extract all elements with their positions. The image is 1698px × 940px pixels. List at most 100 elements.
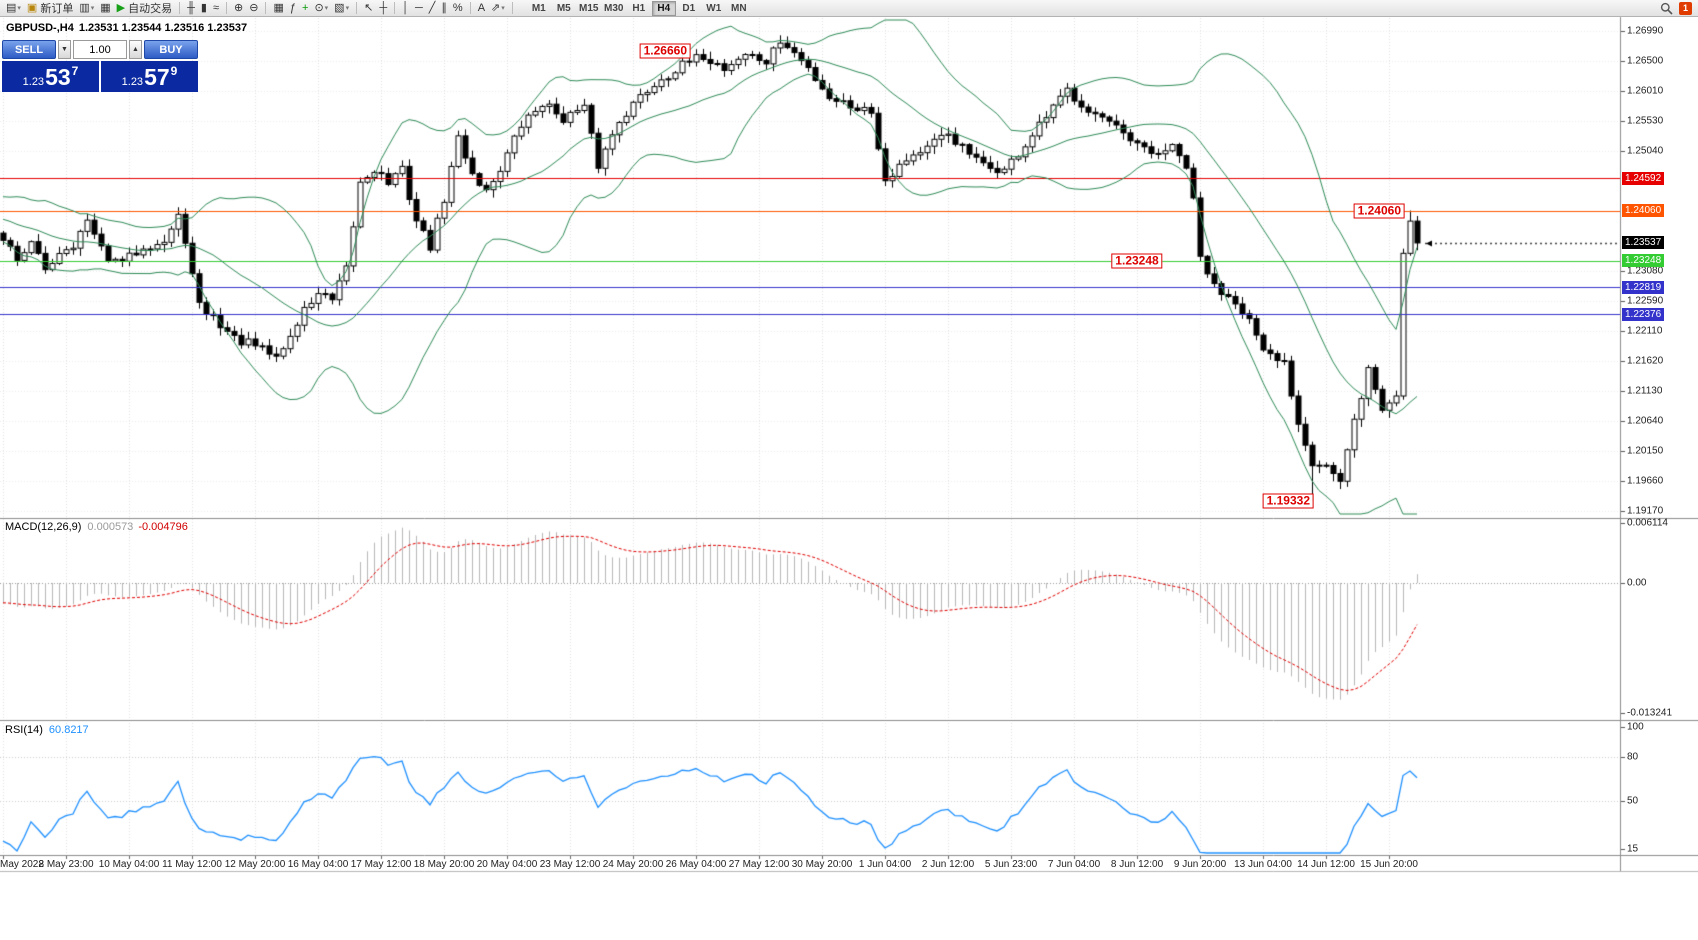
text-label-icon: A: [477, 1, 486, 14]
toolbar-icon-group: ▤ ▾ ▣ 新订单 ▥ ▾ ▦ ▶ 自动交易 ╫ ▮ ≈ ⊕ ⊖ ▦ ƒ + ⊙ ▾ ▧ ▾ ↖ ┼ │ ─ ╱ ∥% A ⇗ ▾: [3, 1, 517, 16]
spin-up-icon: ▲: [132, 46, 139, 53]
toolbar-separator: [511, 2, 513, 14]
arrow-objects-icon: ⇗: [491, 1, 501, 14]
autotrading-button: ▶: [116, 1, 126, 14]
new-order-button[interactable]: ▣ 新订单: [25, 1, 75, 16]
add-indicator-icon: +: [302, 1, 309, 14]
bars-chart-type-icon: ╫: [187, 1, 195, 14]
trendline-icon: ╱: [428, 1, 436, 14]
channel-icon[interactable]: ∥: [439, 1, 449, 16]
new-order-button-label: 新订单: [40, 3, 74, 15]
macd-main-value: 0.000573: [87, 521, 134, 533]
zoom-in-icon: ⊕: [234, 1, 244, 14]
charts-cascade-icon[interactable]: ▦: [98, 1, 112, 16]
rsi-indicator-label: RSI(14) 60.8217: [5, 724, 89, 736]
buy-price-pip-digit: 9: [170, 64, 178, 78]
buy-price-prefix: 1.23: [121, 76, 144, 88]
text-label-icon[interactable]: A: [476, 1, 487, 16]
charts-cascade-icon: ▦: [100, 1, 111, 14]
tile-windows-icon: ▦: [273, 1, 284, 14]
chevron-down-icon: ▾: [501, 5, 505, 12]
indicators-icon[interactable]: ƒ: [288, 1, 298, 16]
buy-price-display: 1.23 57 9: [101, 61, 198, 92]
timeframe-button-d1[interactable]: D1: [682, 2, 696, 14]
period-icon: ⊙: [314, 1, 324, 14]
sell-button[interactable]: SELL: [2, 40, 56, 59]
new-chart-icon[interactable]: ▤ ▾: [4, 1, 23, 16]
timeframe-button-m30[interactable]: M30: [604, 2, 624, 14]
volume-increase-button[interactable]: ▲: [129, 40, 142, 59]
crosshair-icon[interactable]: ┼: [377, 1, 389, 16]
autotrading-button-label: 自动交易: [128, 3, 173, 15]
buy-price-big-digits: 57: [144, 64, 170, 90]
toolbar-separator: [394, 2, 396, 14]
main-toolbar: ▤ ▾ ▣ 新订单 ▥ ▾ ▦ ▶ 自动交易 ╫ ▮ ≈ ⊕ ⊖ ▦ ƒ + ⊙ ▾ ▧ ▾ ↖ ┼ │ ─ ╱ ∥% A ⇗ ▾ M1 M…: [0, 0, 1698, 17]
sell-price-big-digits: 53: [45, 64, 71, 90]
line-chart-type-icon[interactable]: ≈: [211, 1, 221, 16]
alert-icon[interactable]: 1: [1679, 1, 1692, 15]
horizontal-line-icon[interactable]: ─: [413, 1, 425, 16]
channel-icon: ∥: [441, 1, 447, 14]
sell-price-pip-digit: 7: [71, 64, 79, 78]
vertical-line-icon: │: [402, 1, 409, 14]
macd-signal-value: -0.004796: [138, 521, 188, 533]
toolbar-separator: [356, 2, 358, 14]
toolbar-separator: [179, 2, 181, 14]
add-indicator-icon[interactable]: +: [300, 1, 310, 16]
autotrading-button[interactable]: ▶ 自动交易: [115, 1, 174, 16]
timeframe-button-h1[interactable]: H1: [632, 2, 646, 14]
toolbar-separator: [226, 2, 228, 14]
zoom-out-icon[interactable]: ⊖: [247, 1, 260, 16]
timeframe-button-w1[interactable]: W1: [706, 2, 722, 14]
profiles-icon: ▥: [79, 1, 90, 14]
period-icon[interactable]: ⊙ ▾: [312, 1, 330, 16]
cursor-icon: ↖: [364, 1, 374, 14]
zoom-in-icon[interactable]: ⊕: [232, 1, 245, 16]
tile-windows-icon[interactable]: ▦: [271, 1, 285, 16]
new-order-button: ▣: [26, 1, 38, 14]
crosshair-icon: ┼: [379, 1, 388, 14]
new-chart-icon: ▤: [6, 1, 17, 14]
timeframe-button-h4[interactable]: H4: [651, 0, 676, 16]
chart-symbol-title: GBPUSD-,H4 1.23531 1.23544 1.23516 1.2353…: [6, 22, 252, 34]
volume-input[interactable]: [73, 40, 127, 59]
ohlc-values: 1.23531 1.23544 1.23516 1.23537: [78, 22, 248, 34]
timeframe-button-m15[interactable]: M15: [579, 2, 599, 14]
cursor-icon[interactable]: ↖: [362, 1, 375, 16]
vertical-line-icon[interactable]: │: [400, 1, 411, 16]
sell-price-display: 1.23 53 7: [2, 61, 99, 92]
timeframe-button-group: M1 M5 M15 M30 H1 H4 D1 W1 MN: [527, 0, 752, 16]
search-icon[interactable]: [1660, 2, 1673, 15]
macd-indicator-label: MACD(12,26,9) 0.000573 -0.004796: [5, 521, 188, 533]
arrow-objects-icon[interactable]: ⇗ ▾: [489, 1, 507, 16]
rsi-title: RSI(14): [5, 724, 43, 736]
symbol-period-label: GBPUSD-,H4: [6, 22, 74, 34]
timeframe-button-m1[interactable]: M1: [531, 2, 546, 14]
chevron-down-icon: ▾: [324, 5, 329, 12]
templates-icon[interactable]: ▧ ▾: [332, 1, 351, 16]
zoom-out-icon: ⊖: [249, 1, 259, 14]
fibonacci-icon: %: [452, 1, 463, 14]
one-click-trading-panel: SELL ▼ ▲ BUY 1.23 53 7 1.23 57 9: [2, 40, 198, 92]
horizontal-line-icon: ─: [414, 1, 423, 14]
chevron-down-icon: ▾: [345, 5, 350, 12]
templates-icon: ▧: [334, 1, 345, 14]
toolbar-right-group: 1: [1660, 1, 1695, 15]
macd-title: MACD(12,26,9): [5, 521, 82, 533]
candles-chart-type-icon[interactable]: ▮: [199, 1, 209, 16]
bars-chart-type-icon[interactable]: ╫: [185, 1, 197, 16]
buy-button[interactable]: BUY: [144, 40, 198, 59]
profiles-icon[interactable]: ▥ ▾: [77, 1, 96, 16]
toolbar-separator: [469, 2, 471, 14]
rsi-value: 60.8217: [48, 724, 89, 736]
fibonacci-icon[interactable]: %: [451, 1, 465, 16]
volume-decrease-button[interactable]: ▼: [58, 40, 71, 59]
timeframe-button-mn[interactable]: MN: [730, 2, 747, 14]
trendline-icon[interactable]: ╱: [427, 1, 438, 16]
chevron-down-icon: ▾: [90, 5, 95, 12]
sell-price-prefix: 1.23: [22, 76, 45, 88]
toolbar-separator: [265, 2, 267, 14]
timeframe-button-m5[interactable]: M5: [556, 2, 571, 14]
